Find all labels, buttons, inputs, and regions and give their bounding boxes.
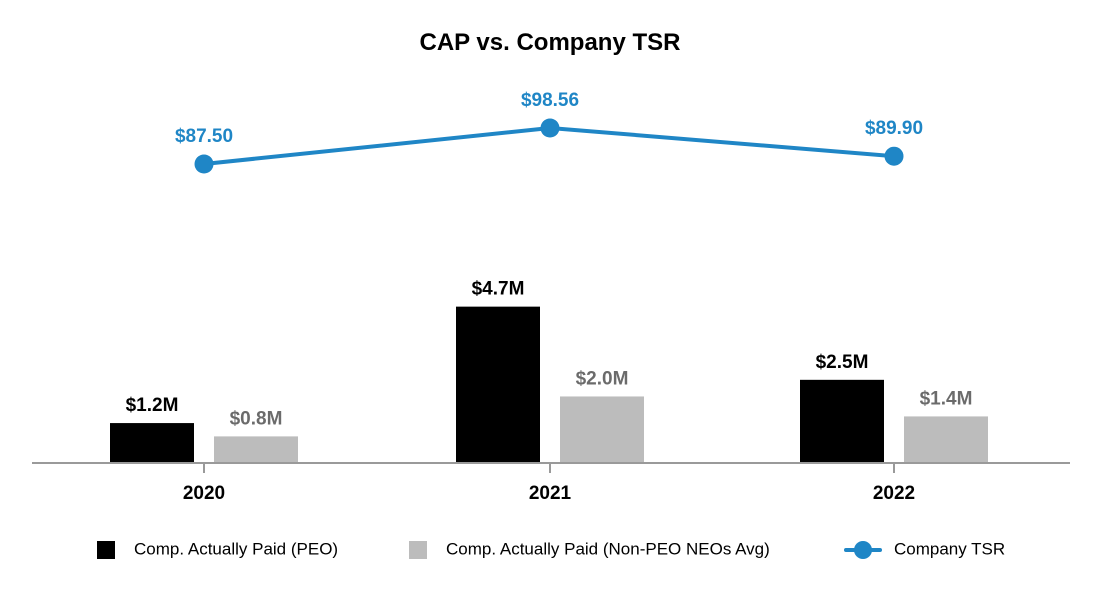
tsr-label-2020: $87.50 bbox=[175, 126, 233, 147]
tsr-point-2022 bbox=[884, 146, 904, 166]
legend-swatch-peo bbox=[97, 541, 115, 559]
x-tick-label-2021: 2021 bbox=[529, 483, 572, 504]
legend-swatch-non-peo bbox=[409, 541, 427, 559]
tsr-label-2021: $98.56 bbox=[521, 90, 579, 111]
legend-marker-company-tsr bbox=[854, 541, 872, 559]
bar-2021-peo bbox=[456, 306, 540, 463]
legend-label-company-tsr: Company TSR bbox=[894, 539, 1005, 558]
bar-label-2022-peo: $2.5M bbox=[816, 352, 869, 373]
bar-label-2021-peo: $4.7M bbox=[472, 279, 525, 300]
bar-2021-non-peo bbox=[560, 396, 644, 463]
bar-label-2021-non-peo: $2.0M bbox=[576, 368, 629, 389]
x-ticks-layer bbox=[203, 463, 895, 473]
x-tick-label-2020: 2020 bbox=[183, 483, 225, 504]
bars-layer bbox=[110, 306, 988, 463]
bar-2020-peo bbox=[110, 423, 194, 463]
bar-2022-non-peo bbox=[904, 416, 988, 463]
legend-label-peo: Comp. Actually Paid (PEO) bbox=[134, 539, 338, 558]
chart-title: CAP vs. Company TSR bbox=[420, 29, 681, 56]
tsr-point-2021 bbox=[540, 118, 560, 138]
line-layer bbox=[194, 118, 904, 174]
x-tick-label-2022: 2022 bbox=[873, 483, 915, 504]
tsr-label-2022: $89.90 bbox=[865, 118, 923, 139]
line-labels-layer: $87.50 $98.56 $89.90 bbox=[175, 90, 923, 147]
bar-labels-layer: $1.2M $4.7M $2.5M $0.8M $2.0M $1.4M bbox=[126, 279, 973, 430]
bar-label-2020-non-peo: $0.8M bbox=[230, 408, 283, 429]
bar-label-2020-peo: $1.2M bbox=[126, 395, 179, 416]
x-tick-labels-layer: 2020 2021 2022 bbox=[183, 483, 915, 504]
legend: Comp. Actually Paid (PEO) Comp. Actually … bbox=[97, 539, 1005, 559]
bar-2020-non-peo bbox=[214, 436, 298, 463]
bar-label-2022-non-peo: $1.4M bbox=[920, 388, 973, 409]
bar-2022-peo bbox=[800, 379, 884, 463]
legend-label-non-peo: Comp. Actually Paid (Non-PEO NEOs Avg) bbox=[446, 539, 770, 558]
tsr-point-2020 bbox=[194, 154, 214, 174]
